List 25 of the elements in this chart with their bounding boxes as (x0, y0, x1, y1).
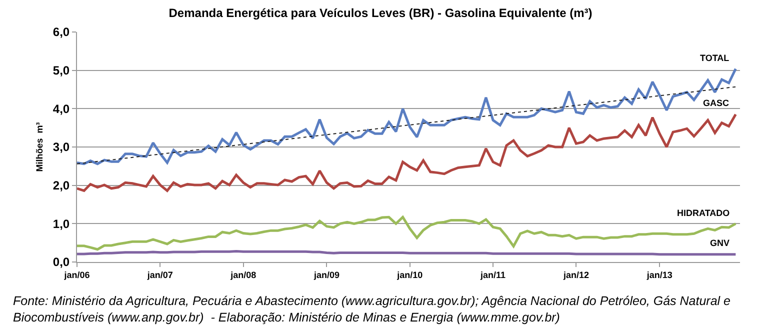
y-axis-title: Milhões m³ (34, 122, 44, 172)
source-note: Fonte: Ministério da Agricultura, Pecuária e Abastecimento (www.agricultura.gov.br); Agência Nacional do Petróleo, Gás Natural e Biocombustíveis (www.anp.gov.br) - Elaboração: Ministério de Minas e Energia (www.mme.gov.br) (13, 294, 731, 324)
y-tick-label: 1,0 (52, 216, 70, 231)
y-tick-label: 4,0 (52, 102, 70, 116)
series-label: HIDRATADO (677, 208, 730, 218)
line-series (77, 68, 737, 166)
y-tick-label: 6,0 (52, 25, 70, 40)
x-tick-label: jan/06 (63, 270, 90, 280)
series-label: GNV (710, 238, 730, 248)
x-tick-label: jan/10 (396, 270, 423, 280)
y-tick-label: 3,0 (52, 140, 70, 154)
y-tick-label: 2,0 (52, 178, 70, 193)
x-tick-label: jan/12 (562, 270, 589, 280)
y-tick-label: 5,0 (52, 64, 70, 78)
x-tick-label: jan/08 (230, 270, 256, 280)
x-tick-label: jan/07 (146, 270, 173, 280)
line-series (77, 113, 737, 192)
x-tick-label: jan/11 (480, 270, 506, 280)
series-label: TOTAL (700, 53, 730, 63)
x-tick-label: jan/09 (312, 270, 340, 280)
y-tick-label: 0,0 (52, 255, 70, 270)
series-label: GASC (703, 98, 730, 108)
line-series (77, 216, 737, 251)
chart-title: Demanda Energética para Veículos Leves (BR) - Gasolina Equivalente (m³) (168, 6, 592, 20)
x-tick-label: jan/13 (646, 270, 672, 280)
